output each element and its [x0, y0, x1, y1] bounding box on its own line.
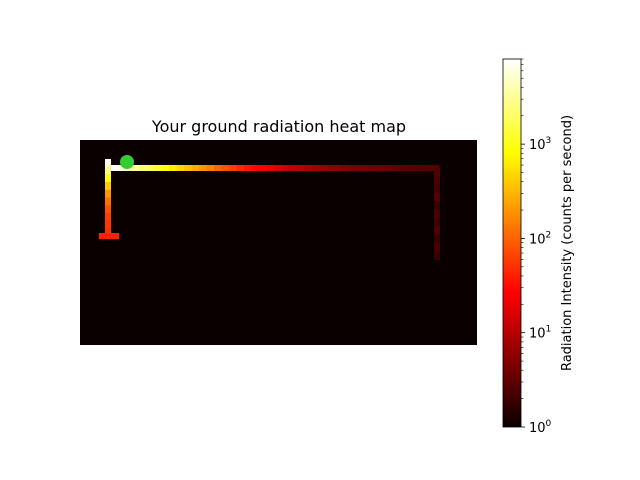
heatmap-cell — [105, 159, 111, 167]
heatmap-cell — [131, 165, 140, 171]
heatmap-cell — [356, 165, 365, 171]
heatmap-cell — [105, 182, 111, 191]
heatmap-cell — [281, 165, 290, 171]
heatmap-cell — [334, 165, 342, 171]
heatmap-cell — [176, 165, 185, 171]
heatmap-cell — [274, 165, 282, 171]
heatmap-cell — [169, 165, 177, 171]
heatmap-cell — [109, 165, 117, 171]
heatmap-cell — [304, 165, 312, 171]
heatmap-background — [80, 140, 477, 345]
colorbar-tick-label: 101 — [529, 325, 551, 342]
location-marker — [120, 155, 134, 169]
colorbar-tick-label: 103 — [529, 136, 551, 153]
heatmap-cell — [105, 174, 111, 183]
heatmap-cell — [139, 165, 147, 171]
heatmap-cell — [296, 165, 305, 171]
heatmap-cell — [434, 192, 440, 202]
chart-title: Your ground radiation heat map — [151, 117, 406, 136]
heatmap-cell — [401, 165, 410, 171]
heatmap-cell — [105, 205, 111, 214]
heatmap-cell — [229, 165, 237, 171]
heatmap-cell — [434, 184, 440, 194]
heatmap-cell — [434, 251, 440, 260]
heatmap-cell — [434, 209, 440, 219]
heatmap-cell — [236, 165, 245, 171]
heatmap-cell — [259, 165, 267, 171]
heatmap-cell — [409, 165, 417, 171]
colorbar-label: Radiation Intensity (counts per second) — [560, 115, 575, 371]
heatmap-cell — [434, 176, 440, 186]
heatmap-cell — [99, 233, 106, 239]
heatmap-cell — [434, 168, 440, 177]
heatmap-cell — [311, 165, 320, 171]
heatmap-cell — [394, 165, 402, 171]
heatmap-cell — [341, 165, 350, 171]
heatmap-cell — [244, 165, 252, 171]
colorbar-ticks: 100 101 102 103 — [521, 58, 552, 436]
heatmap-cell — [105, 197, 111, 206]
heatmap-cell — [184, 165, 192, 171]
heatmap-cell — [379, 165, 387, 171]
heatmap-cell — [105, 233, 113, 239]
heatmap-cell — [364, 165, 372, 171]
heatmap-cell — [434, 242, 440, 252]
heatmap-cell — [221, 165, 230, 171]
heatmap-cell — [206, 165, 215, 171]
heatmap-cell — [434, 234, 440, 244]
colorbar-tick-label: 100 — [529, 419, 552, 436]
heatmap-cell — [161, 165, 170, 171]
heatmap-cell — [116, 165, 125, 171]
heatmap-cell — [191, 165, 200, 171]
heatmap-cell — [371, 165, 380, 171]
heatmap-cell — [105, 189, 111, 198]
colorbar-tick-label: 102 — [529, 230, 551, 247]
heatmap-cell — [105, 166, 111, 175]
heatmap-cell — [266, 165, 275, 171]
heatmap-cell — [349, 165, 357, 171]
heatmap-cell — [434, 226, 440, 236]
heatmap-cell — [105, 220, 111, 229]
heatmap-cell — [386, 165, 395, 171]
heatmap-cell — [199, 165, 207, 171]
heatmap-cell — [424, 165, 432, 171]
heatmap-cell — [105, 228, 111, 237]
heatmap-cell — [319, 165, 327, 171]
heatmap-cell — [251, 165, 260, 171]
heatmap-cell — [146, 165, 155, 171]
heatmap-cells — [99, 159, 440, 260]
heatmap-cell — [214, 165, 222, 171]
heatmap-cell — [289, 165, 297, 171]
heatmap-cell — [326, 165, 335, 171]
heatmap-cell — [154, 165, 162, 171]
heatmap-cell — [112, 233, 119, 239]
heatmap-cell — [416, 165, 425, 171]
heatmap-cell — [105, 212, 111, 221]
heatmap-cell — [434, 217, 440, 227]
colorbar — [502, 58, 522, 428]
heatmap-cell — [434, 201, 440, 211]
